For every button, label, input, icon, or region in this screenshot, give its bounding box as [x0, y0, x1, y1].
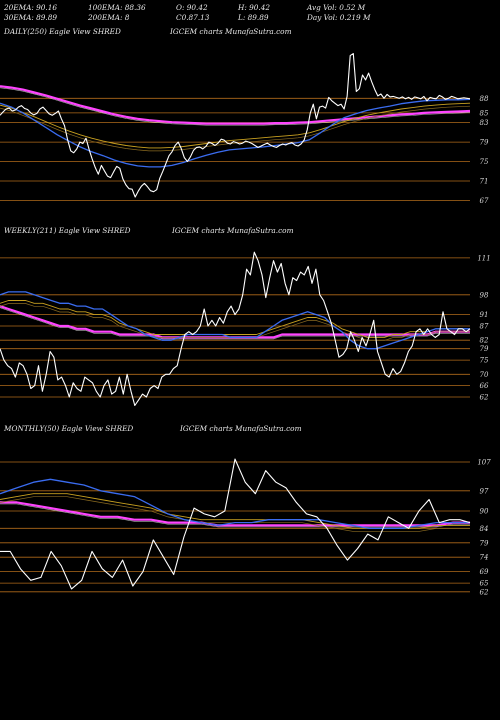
weekly-level-label: 66 [480, 382, 489, 390]
weekly-level-label: 62 [480, 394, 489, 402]
monthly-ema-fast-line [0, 478, 470, 529]
daily-price-line [0, 53, 471, 198]
monthly-ema-slow-highlight [0, 503, 470, 528]
monthly-level-label: 69 [480, 568, 489, 576]
daily-level-label: 67 [480, 197, 489, 205]
header-avg-vol: Avg Vol: 0.52 M [307, 3, 366, 12]
weekly-level-label: 82 [480, 337, 489, 345]
monthly-level-label: 65 [480, 580, 489, 588]
daily-level-label: 79 [480, 139, 489, 147]
header-30ema: 30EMA: 89.89 [4, 13, 58, 22]
daily-ema-gold-band [0, 105, 471, 152]
daily-panel-title: DAILY(250) Eagle View SHRED [4, 27, 121, 36]
daily-level-label: 85 [480, 109, 489, 117]
weekly-level-label: 70 [480, 371, 489, 379]
daily-level-label: 75 [480, 158, 489, 166]
daily-level-label: 88 [480, 95, 489, 103]
header-close: C0.87.13 [176, 13, 210, 22]
monthly-level-label: 79 [480, 539, 489, 547]
weekly-level-label: 98 [480, 291, 489, 299]
monthly-panel-source: IGCEM charts MunafaSutra.com [180, 424, 302, 433]
weekly-ema-fast-line [0, 291, 470, 350]
monthly-level-label: 74 [480, 554, 489, 562]
daily-ema-slow-highlight [0, 87, 471, 126]
daily-chart: 88 85 83 79 75 71 67 [0, 53, 489, 205]
weekly-level-label: 91 [480, 311, 489, 319]
monthly-level-label: 84 [480, 525, 489, 533]
header-open: O: 90.42 [176, 3, 208, 12]
daily-level-label: 83 [480, 119, 489, 127]
monthly-ema-slow-line [0, 501, 470, 527]
weekly-ema-slow-line [0, 305, 470, 339]
monthly-level-label: 107 [477, 459, 491, 467]
monthly-price-line [0, 458, 471, 590]
weekly-price-line [0, 251, 471, 407]
weekly-level-label: 75 [480, 357, 489, 365]
header-100ema: 100EMA: 88.36 [88, 3, 146, 12]
header-high: H: 90.42 [238, 3, 271, 12]
monthly-level-label: 97 [480, 487, 489, 495]
header-20ema: 20EMA: 90.16 [4, 3, 58, 12]
monthly-level-label: 90 [480, 508, 489, 516]
weekly-ema-slow-highlight [0, 307, 470, 340]
header-200ema: 200EMA: 8 [88, 13, 130, 22]
daily-ema-gold-line [0, 102, 471, 149]
weekly-ema-gold-line [0, 300, 470, 338]
monthly-panel-title: MONTHLY(50) Eagle View SHRED [4, 424, 134, 433]
header-low: L: 89.89 [238, 13, 269, 22]
monthly-level-label: 62 [480, 588, 489, 596]
weekly-level-label: 79 [480, 345, 489, 353]
weekly-level-label: 111 [477, 254, 490, 262]
weekly-panel-source: IGCEM charts MunafaSutra.com [172, 226, 294, 235]
header-day-vol: Day Vol: 0.219 M [307, 13, 371, 22]
daily-level-label: 71 [480, 178, 489, 186]
daily-panel-source: IGCEM charts MunafaSutra.com [170, 27, 292, 36]
daily-ema-slow-line [0, 85, 471, 125]
indicator-header: 20EMA: 90.16 100EMA: 88.36 O: 90.42 H: 9… [4, 0, 496, 22]
weekly-panel-title: WEEKLY(211) Eagle View SHRED [4, 226, 131, 235]
weekly-level-label: 87 [480, 323, 489, 331]
